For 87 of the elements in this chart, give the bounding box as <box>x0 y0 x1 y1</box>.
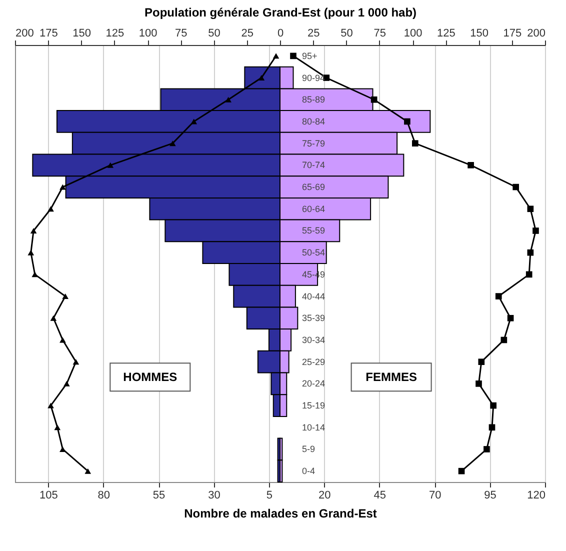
x-tick-label: 70 <box>428 490 442 502</box>
x-tick-label: 30 <box>208 490 220 502</box>
point <box>484 446 490 452</box>
y-tick-label: 10-14 <box>302 422 326 432</box>
y-tick-label: 35-39 <box>302 313 326 324</box>
y-tick-label: 70-74 <box>302 160 326 170</box>
point <box>490 402 496 409</box>
point <box>488 424 496 431</box>
point <box>60 337 66 343</box>
x2-tick-label: 125 <box>436 28 456 40</box>
y-tick-label: 50-54 <box>302 248 326 258</box>
point <box>190 118 198 124</box>
x-tick-label: 80 <box>98 490 110 502</box>
y-tick-label: 40-44 <box>302 291 326 302</box>
x-tick-label: 5 <box>266 490 273 502</box>
point <box>476 380 482 387</box>
point <box>532 228 539 234</box>
x2-tick-label: 50 <box>340 28 353 40</box>
x2-tick-label: 175 <box>503 28 522 40</box>
point <box>272 53 280 59</box>
point <box>258 75 265 81</box>
x2-tick-label: 0 <box>277 28 284 40</box>
x2-tick-label: 100 <box>138 28 158 40</box>
point <box>28 250 34 256</box>
y-tick-label: 30-34 <box>302 334 326 345</box>
x-tick-label: 20 <box>318 490 331 502</box>
point <box>170 140 176 146</box>
x2-tick-label: 200 <box>527 28 546 40</box>
point <box>495 293 502 300</box>
point <box>468 162 474 168</box>
point <box>526 271 532 278</box>
x-tick-label: 95 <box>484 490 496 502</box>
x2-tick-label: 75 <box>175 28 188 40</box>
point <box>72 359 80 365</box>
y-tick-label: 85-89 <box>302 94 326 105</box>
point <box>458 468 465 474</box>
y-tick-label: 15-19 <box>302 400 326 411</box>
point <box>48 206 54 212</box>
point <box>404 118 410 125</box>
x2-tick-label: 125 <box>106 28 124 40</box>
point <box>60 184 66 190</box>
x2-tick-label: 25 <box>241 28 254 40</box>
point <box>527 206 534 212</box>
x2-tick-label: 150 <box>470 28 488 40</box>
point <box>478 358 485 365</box>
point <box>64 380 70 386</box>
y-tick-label: 0-4 <box>302 466 316 476</box>
y-tick-label: 25-29 <box>302 356 326 367</box>
x2-tick-label: 50 <box>208 28 220 40</box>
x2-tick-label: 75 <box>374 28 386 40</box>
y-tick-label: 55-59 <box>302 226 326 236</box>
point <box>412 140 418 146</box>
point <box>507 314 514 322</box>
y-tick-label: 95+ <box>302 50 318 61</box>
point <box>32 272 38 278</box>
point <box>30 228 37 234</box>
y-tick-label: 5-9 <box>302 444 316 454</box>
point <box>107 162 114 168</box>
y-tick-label: 20-24 <box>302 378 326 389</box>
y-tick-label: 60-64 <box>302 204 326 214</box>
annotation: FEMMES <box>366 370 417 384</box>
point <box>512 184 520 190</box>
x2-tick-label: 100 <box>404 28 422 40</box>
point <box>50 315 57 321</box>
x-tick-label: 45 <box>374 490 386 502</box>
point <box>62 294 69 300</box>
x-tick-label: 120 <box>527 490 546 502</box>
point <box>500 336 508 344</box>
x2-tick-label: 175 <box>39 28 58 40</box>
annotation: HOMMES <box>123 370 178 384</box>
point <box>527 249 534 256</box>
x2-axis-title: Population générale Grand-Est (pour 1 000 hab) <box>144 6 417 20</box>
point <box>290 52 296 60</box>
point <box>54 424 61 430</box>
x-tick-label: 105 <box>39 490 58 502</box>
x-tick-label: 55 <box>152 490 166 502</box>
x2-tick-label: 200 <box>16 28 34 40</box>
point <box>48 402 54 408</box>
y-tick-label: 80-84 <box>302 116 326 126</box>
x-axis-title: Nombre de malades en Grand-Est <box>184 506 377 520</box>
y-tick-label: 75-79 <box>302 138 326 148</box>
x2-tick-label: 25 <box>308 28 320 40</box>
y-tick-label: 65-69 <box>302 182 326 192</box>
x2-tick-label: 150 <box>72 28 91 40</box>
point <box>84 468 92 474</box>
point <box>370 96 378 103</box>
point <box>225 96 232 102</box>
